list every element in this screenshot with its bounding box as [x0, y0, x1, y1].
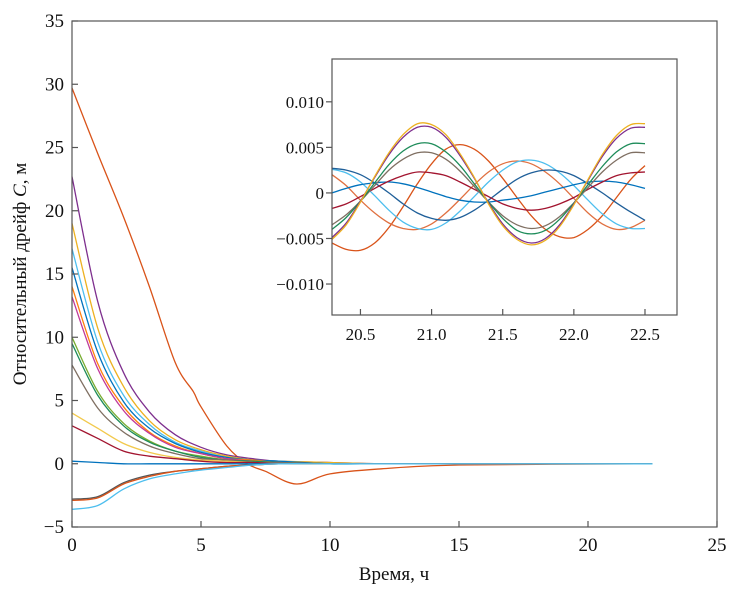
inset-frame: [331, 58, 678, 316]
inset-background: [332, 59, 677, 315]
inset-axis-ticks: 20.5 21.0 21.5 22.0 22.5 0.010 0.005 0 −0.005 −0.…: [276, 93, 660, 344]
series-line-7: [71, 337, 653, 465]
x-tick-label: 20: [579, 535, 598, 556]
x-tick-label: 22.5: [630, 325, 660, 344]
y-tick-label: 30: [45, 74, 64, 95]
series-line-5: [331, 171, 646, 211]
x-tick-label: 21.0: [417, 325, 447, 344]
inset-plot-curves: [331, 122, 646, 252]
y-tick-label: 0.010: [286, 93, 324, 112]
main-plot-curves: [71, 87, 653, 510]
series-line-9: [331, 122, 646, 246]
x-tick-label: 20.5: [346, 325, 376, 344]
inset-plot: 20.5 21.0 21.5 22.0 22.5 0.010 0.005 0 −0.005 −0.…: [276, 58, 678, 344]
x-tick-label: 10: [321, 535, 340, 556]
x-tick-label: 25: [708, 535, 727, 556]
y-tick-label: 20: [45, 201, 64, 222]
y-tick-label: 15: [45, 264, 64, 285]
y-tick-label: 25: [45, 138, 64, 159]
x-axis-label: Время, ч: [359, 564, 430, 585]
y-axis-label: Относительный дрейф C, м: [10, 163, 31, 386]
y-tick-label: 5: [55, 391, 65, 412]
y-tick-label: −5: [44, 517, 64, 538]
series-line-13: [71, 463, 653, 500]
y-tick-label: 0: [55, 454, 65, 475]
series-line-15: [71, 463, 653, 510]
series-line-6: [71, 296, 653, 465]
series-line-9: [71, 364, 653, 465]
y-tick-label: 35: [45, 11, 64, 32]
series-line-1: [331, 160, 646, 231]
y-tick-label: −0.005: [276, 229, 324, 248]
y-tick-label: 0.005: [286, 138, 324, 157]
x-tick-label: 21.5: [488, 325, 518, 344]
series-line-14: [71, 463, 653, 502]
y-tick-label: −0.010: [276, 275, 324, 294]
x-tick-label: 15: [450, 535, 469, 556]
series-line-0: [71, 87, 653, 485]
x-tick-label: 5: [196, 535, 206, 556]
series-line-8: [71, 343, 653, 465]
x-tick-label: 22.0: [559, 325, 589, 344]
series-line-2: [331, 159, 646, 231]
x-tick-label: 0: [67, 535, 77, 556]
y-tick-label: 0: [316, 184, 325, 203]
series-line-0: [331, 143, 646, 252]
y-tick-label: 10: [45, 327, 64, 348]
